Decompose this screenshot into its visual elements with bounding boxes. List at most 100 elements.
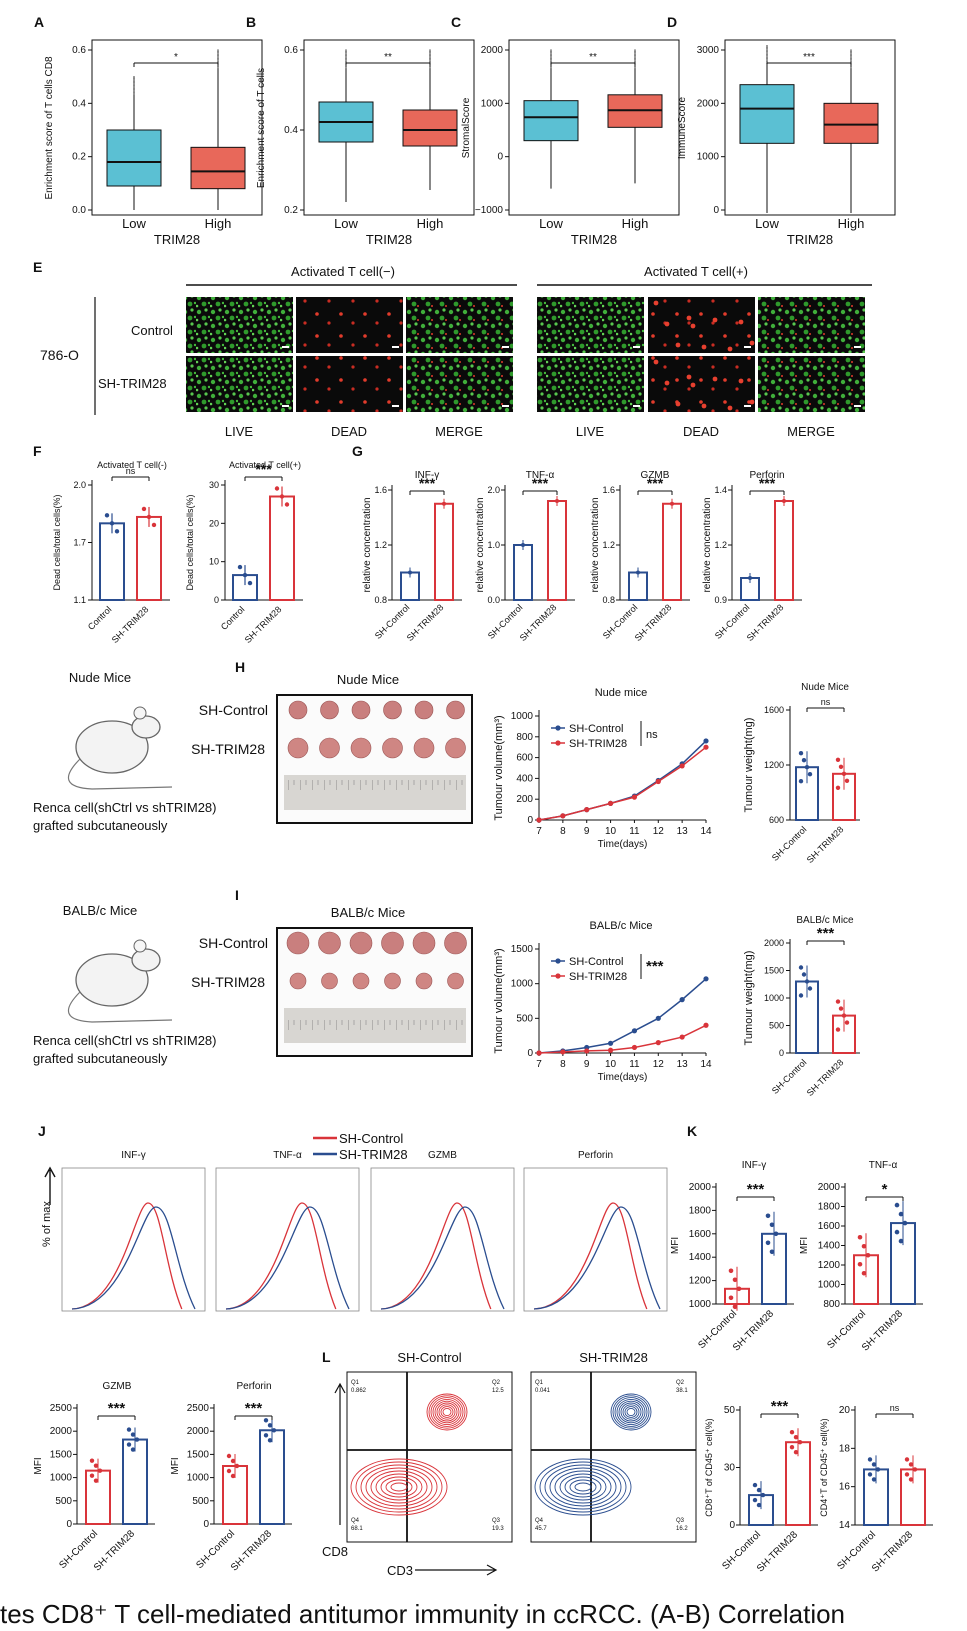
outlier-d	[766, 59, 768, 61]
j2-y-tick-label-j21: 1000	[50, 1473, 73, 1484]
l-y-arrow	[334, 1382, 346, 1525]
k-y-tick-label-k2: 2000	[818, 1182, 841, 1193]
dead-cell-dot	[701, 403, 707, 409]
tumor-control-i	[349, 931, 373, 955]
flow-contour-high-trim28	[614, 1397, 648, 1427]
j2-y-tick-label-j21: 500	[55, 1496, 72, 1507]
line-x-tick-label-h: 14	[700, 826, 712, 837]
x-cat-a: Low	[122, 216, 146, 231]
dead-cell-dot	[701, 344, 707, 350]
line-x-tick-label-i: 7	[536, 1059, 542, 1070]
k-y-axis-label-k1: MFI	[670, 1237, 681, 1254]
hist-title-4: Perforin	[578, 1150, 613, 1161]
bar-y-tick-label-i: 1000	[764, 993, 784, 1003]
x-cat-b: Low	[334, 216, 358, 231]
panel-letter-c: C	[451, 14, 461, 30]
legend-label-j: SH-Control	[339, 1131, 403, 1146]
caption-fragment: tes CD8⁺ T cell-mediated antitumor immun…	[0, 1599, 846, 1629]
tumor-control-i	[444, 931, 467, 955]
legend-label-i: SH-Control	[569, 956, 623, 968]
legend-marker-h	[555, 725, 561, 731]
data-point-i	[835, 999, 841, 1004]
line-point-i	[607, 1040, 614, 1046]
line-point-i	[607, 1047, 614, 1053]
y-tick-label-a: 0.2	[72, 152, 86, 163]
y-tick-label-g3: 1.2	[602, 540, 615, 550]
flow-frame-control	[346, 1371, 513, 1543]
photo-title-i: BALB/c Mice	[331, 905, 405, 920]
data-point-f2	[279, 494, 285, 499]
flow-contour-low-trim28	[549, 1467, 617, 1507]
bar-trim28-g4	[774, 500, 794, 601]
bar-title-i: BALB/c Mice	[796, 915, 854, 926]
bar-trim28-f2	[269, 495, 295, 601]
dead-cell-dot	[675, 401, 681, 407]
outlier-d	[850, 49, 852, 51]
data-point-f1	[114, 529, 120, 534]
j2-data-point-j22	[234, 1463, 240, 1469]
bar-y-tick-label-h: 600	[769, 815, 784, 825]
data-point-f1	[146, 514, 152, 520]
scale-bar	[744, 346, 751, 348]
flow-contour-low-trim28	[574, 1482, 592, 1492]
k-y-tick-label-k2: 1800	[818, 1202, 841, 1213]
hist-curve-control-2	[225, 1202, 337, 1310]
quadrant-name-control: Q1	[351, 1380, 360, 1386]
row-label-sh-trim28: SH-TRIM28	[98, 376, 167, 391]
k-data-point-k1	[769, 1249, 775, 1255]
group-label-activated-neg: Activated T cell(−)	[291, 264, 395, 279]
bar-title-h: Nude Mice	[801, 682, 849, 693]
y-axis-label-b: Enrichment score of T cells	[256, 68, 267, 188]
bar-title-g3: GZMB	[641, 470, 670, 481]
hist-title-1: INF-γ	[121, 1150, 145, 1161]
y-tick-label-g3: 1.6	[602, 485, 615, 495]
y-tick-label-g2: 2.0	[487, 485, 500, 495]
box-low-d	[739, 84, 795, 144]
k-sig-k2-label: *	[882, 1181, 888, 1198]
line-x-tick-label-h: 8	[560, 826, 566, 837]
bar-title-g2: TNF-α	[526, 470, 555, 481]
j2-bar-1-j21	[122, 1438, 148, 1525]
l-data-point-l2	[871, 1462, 877, 1467]
l-data-point-l1	[793, 1450, 799, 1455]
l-data-point-l2	[875, 1467, 881, 1472]
line-x-axis-label-i: Time(days)	[598, 1072, 648, 1083]
scale-bar	[282, 346, 289, 348]
k-title-k1: INF-γ	[742, 1160, 766, 1171]
l-data-point-l1	[752, 1482, 758, 1488]
line-series-trim28-h	[538, 746, 707, 821]
y-tick-label-f2: 10	[209, 557, 219, 567]
bar-trim28-f1	[136, 515, 162, 602]
flow-contour-low-control	[360, 1464, 438, 1510]
bar-y-axis-label-i: Tumour weight(mg)	[743, 951, 755, 1046]
flow-contour-high-control	[440, 1406, 454, 1418]
y-axis-label-f2: Dead cells/total cells(%)	[185, 494, 195, 590]
x-cat-b: High	[417, 216, 444, 231]
bar-title-f2: Activated T cell(+)	[229, 460, 301, 470]
panel-letter-a: A	[34, 14, 44, 30]
panel-letter-l: L	[322, 1349, 331, 1365]
flow-contour-low-control	[380, 1476, 418, 1498]
line-point-i	[631, 1028, 638, 1034]
panel-e: E Activated T cell(−) Activated T cell(+…	[33, 259, 872, 439]
j2-data-point-j22	[271, 1428, 277, 1433]
j2-data-point-j21	[134, 1437, 140, 1442]
hist-curve-trim28-3	[380, 1206, 505, 1310]
flow-contour-high-trim28	[618, 1400, 644, 1424]
k-y-axis-label-k2: MFI	[799, 1237, 810, 1254]
bar-control-g2	[513, 544, 533, 601]
line-x-tick-label-h: 13	[677, 826, 689, 837]
dead-cell-dot	[749, 399, 755, 405]
y-tick-label-c: 2000	[481, 45, 504, 56]
bar-y-tick-label-i: 0	[779, 1048, 784, 1058]
legend-marker-i	[555, 958, 561, 964]
j2-sig-j21-label: ***	[108, 1400, 126, 1417]
y-tick-label-f1: 1.1	[73, 595, 86, 605]
flow-contour-low-trim28	[544, 1464, 622, 1510]
x-axis-label-d: TRIM28	[787, 232, 833, 247]
hist-title-3: GZMB	[428, 1150, 457, 1161]
bar-trim28-g3	[662, 502, 682, 601]
j2-y-axis-label-j22: MFI	[170, 1457, 181, 1474]
y-tick-label-d: 1000	[697, 152, 720, 163]
mouse-head-h	[131, 715, 161, 739]
